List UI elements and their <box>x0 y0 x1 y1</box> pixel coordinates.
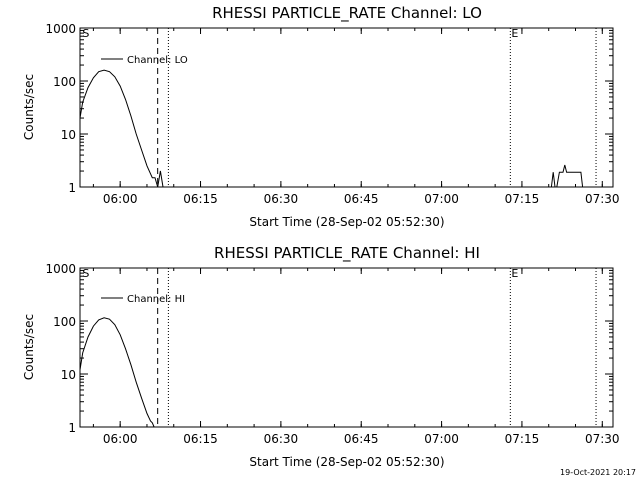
x-tick-label: 06:15 <box>183 192 218 206</box>
x-tick-label: 06:00 <box>103 192 138 206</box>
x-tick-label: 07:30 <box>585 192 620 206</box>
y-axis-label: Counts/sec <box>22 74 36 140</box>
marker-label: E <box>511 267 518 280</box>
y-tick-label: 1000 <box>45 262 76 276</box>
legend-label: Channel: HI <box>127 294 185 305</box>
y-tick-label: 10 <box>61 128 76 142</box>
x-axis-label: Start Time (28-Sep-02 05:52:30) <box>249 455 444 469</box>
data-series <box>79 69 584 188</box>
y-tick-label: 1 <box>68 421 76 435</box>
y-tick-label: 1000 <box>45 22 76 36</box>
axis-ticks: 06:00 06:15 06:30 06:45 07:00 07:15 07:30 1 10 10… <box>45 262 619 446</box>
x-tick-label: 07:00 <box>424 432 459 446</box>
x-axis-label: Start Time (28-Sep-02 05:52:30) <box>249 215 444 229</box>
hi-channel-chart: RHESSI PARTICLE_RATE Channel: HI Counts/… <box>22 244 620 469</box>
x-tick-label: 07:15 <box>505 192 540 206</box>
marker-label: S <box>82 27 89 40</box>
chart-title: RHESSI PARTICLE_RATE Channel: LO <box>212 4 482 23</box>
y-tick-label: 1 <box>68 181 76 195</box>
lo-channel-chart: RHESSI PARTICLE_RATE Channel: LO Counts/… <box>22 4 620 229</box>
x-tick-label: 06:30 <box>264 432 299 446</box>
chart-legend: Channel: LO <box>101 55 188 66</box>
legend-label: Channel: LO <box>127 55 188 66</box>
axis-ticks: 06:00 06:15 06:30 06:45 07:00 07:15 07:30 1 10 10… <box>45 22 619 206</box>
series-line <box>79 317 155 428</box>
x-tick-label: 07:15 <box>505 432 540 446</box>
y-tick-label: 10 <box>61 368 76 382</box>
x-tick-label: 06:45 <box>344 192 379 206</box>
chart-title: RHESSI PARTICLE_RATE Channel: HI <box>214 244 480 263</box>
x-tick-label: 07:30 <box>585 432 620 446</box>
x-tick-label: 06:00 <box>103 432 138 446</box>
x-tick-label: 06:30 <box>264 192 299 206</box>
x-tick-label: 07:00 <box>424 192 459 206</box>
y-axis-label: Counts/sec <box>22 314 36 380</box>
footer-timestamp: 19-Oct-2021 20:17 <box>560 468 636 477</box>
y-tick-label: 100 <box>53 315 76 329</box>
marker-label: S <box>82 267 89 280</box>
series-line <box>79 69 164 188</box>
chart-legend: Channel: HI <box>101 294 185 305</box>
plot-frame <box>79 27 614 188</box>
series-line <box>550 164 584 188</box>
data-series <box>79 317 155 428</box>
x-tick-label: 06:15 <box>183 432 218 446</box>
marker-label: E <box>511 27 518 40</box>
plot-frame <box>79 267 614 428</box>
x-tick-label: 06:45 <box>344 432 379 446</box>
y-tick-label: 100 <box>53 75 76 89</box>
